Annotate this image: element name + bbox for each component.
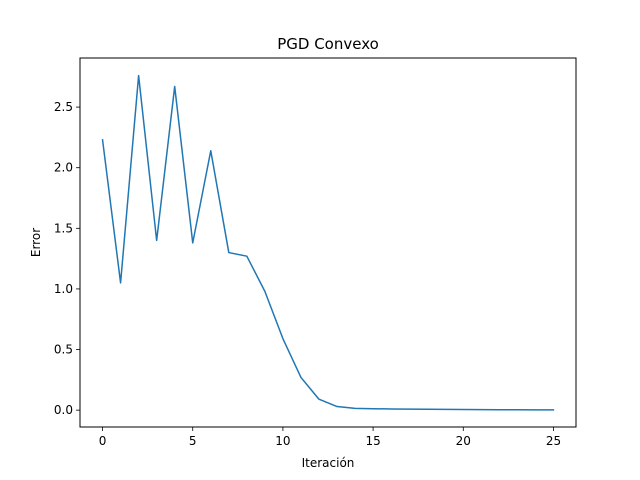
series-line-0 bbox=[101, 74, 555, 411]
y-axis-label: Error bbox=[29, 228, 43, 257]
x-axis: 0 5 10 15 20 25 bbox=[99, 427, 561, 448]
y-tick-label: 2.5 bbox=[54, 100, 73, 114]
plot-frame bbox=[79, 57, 577, 428]
x-axis-label: Iteración bbox=[302, 456, 355, 470]
plot-area bbox=[101, 74, 555, 411]
x-tick-label: 10 bbox=[275, 434, 290, 448]
y-tick-label: 2.0 bbox=[54, 161, 73, 175]
x-tick-label: 0 bbox=[99, 434, 107, 448]
y-tick-label: 0.0 bbox=[54, 403, 73, 417]
y-tick-label: 0.5 bbox=[54, 343, 73, 357]
y-tick-label: 1.5 bbox=[54, 221, 73, 235]
x-tick-label: 5 bbox=[189, 434, 197, 448]
x-tick-label: 20 bbox=[456, 434, 471, 448]
chart-title: PGD Convexo bbox=[277, 35, 379, 53]
x-tick-label: 25 bbox=[546, 434, 561, 448]
x-tick-label: 15 bbox=[365, 434, 380, 448]
y-tick-label: 1.0 bbox=[54, 282, 73, 296]
y-axis: 0.0 0.5 1.0 1.5 2.0 2.5 bbox=[54, 100, 80, 417]
